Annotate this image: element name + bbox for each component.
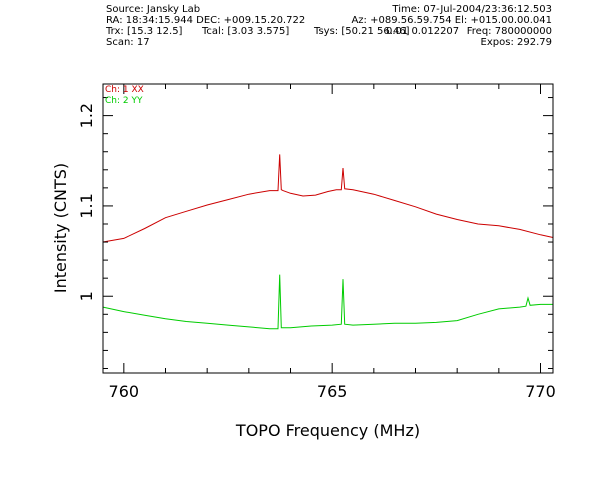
ra-dec-label: RA: 18:34:15.944 DEC: +009.15.20.722 <box>106 15 306 26</box>
y-tick-label-0: 1 <box>77 291 96 301</box>
ticks-layer <box>103 84 553 373</box>
az-el-label: Az: +089.56.59.754 El: +015.00.00.041 <box>351 15 552 26</box>
series-line-1 <box>102 154 554 243</box>
x-tick-label-2: 770 <box>525 382 556 401</box>
plot-frame <box>102 83 554 374</box>
header-block: Source: Jansky Lab Time: 07-Jul-2004/23:… <box>0 0 610 80</box>
freq-label: Freq: 780000000 <box>466 26 552 37</box>
tsys-label: Tsys: [50.21 56.46] <box>314 26 410 37</box>
trx-label: Trx: [15.3 12.5] <box>106 26 183 37</box>
labels-layer: 760 765 770 1 1.1 1.2 <box>77 103 556 401</box>
x-tick-label-1: 765 <box>317 382 348 401</box>
series-layer <box>102 154 554 330</box>
legend-entry-1: Ch: 1 XX <box>105 85 144 95</box>
x-axis-label: TOPO Frequency (MHz) <box>235 421 420 440</box>
scan-label: Scan: 17 <box>106 37 150 48</box>
tcal-label: Tcal: [3.03 3.575] <box>202 26 290 37</box>
legend-entry-2: Ch: 2 YY <box>105 96 143 106</box>
stddev-label: 0.01 0.012207 <box>386 26 460 37</box>
y-tick-label-2: 1.2 <box>77 103 96 128</box>
y-axis-label: Intensity (CNTS) <box>51 163 70 293</box>
series-line-2 <box>102 274 553 330</box>
y-tick-label-1: 1.1 <box>77 193 96 218</box>
x-tick-label-0: 760 <box>109 382 140 401</box>
time-label: Time: 07-Jul-2004/23:36:12.503 <box>392 4 552 15</box>
source-label: Source: Jansky Lab <box>106 4 201 15</box>
expos-label: Expos: 292.79 <box>480 37 552 48</box>
